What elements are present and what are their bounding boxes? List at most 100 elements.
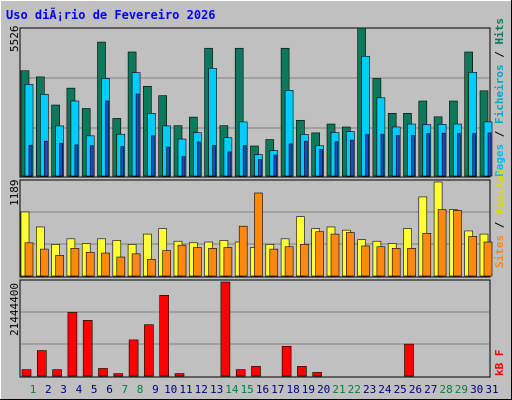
sites-bar	[223, 247, 233, 277]
pages-bar	[411, 135, 415, 177]
kbytes-bar	[312, 372, 323, 377]
day-label: 6	[106, 383, 113, 396]
sites-bar	[193, 247, 202, 277]
pages-bar	[135, 93, 140, 177]
legend-hits: Hits	[493, 18, 506, 45]
day-label: 31	[485, 383, 498, 396]
pages-bar	[319, 149, 324, 177]
sites-bar	[422, 233, 432, 277]
kbytes-bar	[128, 339, 139, 377]
panel-top-ytick: 5526	[8, 26, 21, 53]
kbytes-panel: 21444400 kB F	[8, 279, 506, 378]
sites-bar	[437, 209, 447, 277]
sites-bar	[345, 232, 355, 277]
day-label: 2	[45, 383, 52, 396]
panel-mid-ytick: 1189	[8, 180, 21, 207]
day-label: 8	[137, 383, 144, 396]
day-label: 25	[394, 383, 407, 396]
sites-bar	[254, 192, 263, 277]
pages-bar	[395, 135, 400, 177]
sites-bar	[361, 245, 370, 277]
day-label: 12	[195, 383, 208, 396]
pages-bar	[380, 133, 385, 177]
legend-separator: /	[493, 130, 506, 137]
pages-bar	[258, 159, 262, 177]
pages-bar	[349, 139, 354, 177]
sites-bar	[39, 248, 49, 277]
day-label: 30	[470, 383, 483, 396]
pages-bar	[89, 145, 94, 177]
pages-bar	[288, 143, 293, 177]
sites-bar	[453, 210, 462, 277]
legend-files: Ficheiros	[493, 64, 506, 124]
day-label: 3	[60, 383, 67, 396]
day-label: 26	[409, 383, 422, 396]
day-label: 14	[225, 383, 239, 396]
pages-bar	[273, 154, 278, 177]
day-label: 27	[424, 383, 437, 396]
sites-bar	[55, 255, 64, 277]
sites-bar	[85, 251, 95, 277]
sites-bar	[177, 244, 187, 277]
pages-bar	[120, 146, 125, 177]
kbytes-bar	[52, 369, 62, 377]
sites-bar	[116, 256, 126, 277]
sites-bar	[131, 253, 141, 277]
day-label: 28	[439, 383, 452, 396]
visits-sites-panel: 1189 Sites / Visitas	[8, 169, 506, 278]
pages-bar	[334, 141, 339, 177]
sites-bar	[407, 248, 416, 277]
sites-bar	[330, 233, 340, 277]
panel-top-legend: Pages / Ficheiros / Hits	[493, 18, 506, 177]
pages-bar	[43, 140, 48, 177]
pages-bar	[166, 146, 170, 177]
kbytes-bar	[251, 366, 261, 377]
sites-bar	[284, 246, 294, 277]
pages-bar	[426, 133, 431, 177]
pages-bar	[441, 132, 446, 177]
pages-bar	[28, 144, 33, 177]
day-label: 5	[91, 383, 98, 396]
day-label: 4	[76, 383, 83, 396]
sites-bar	[300, 244, 309, 277]
pages-bar	[472, 133, 477, 177]
legend-separator: /	[493, 51, 506, 58]
day-label: 23	[363, 383, 376, 396]
legend-separator: /	[493, 221, 506, 228]
sites-bar	[147, 259, 156, 277]
kbytes-bar	[82, 320, 93, 377]
pages-bar	[457, 133, 461, 177]
kbytes-bar	[67, 312, 78, 377]
x-axis-day-labels: 1 2 3 4 5 6 7 8 9 10 11 12 13 14 15 16 17 18 19 20 21 22 23 24 2…	[30, 383, 499, 396]
day-label: 21	[332, 383, 345, 396]
day-label: 18	[286, 383, 299, 396]
day-label: 29	[455, 383, 468, 396]
pages-bar	[151, 135, 155, 177]
kbytes-bar	[174, 373, 185, 377]
kbytes-bar	[281, 345, 292, 377]
sites-bar	[376, 246, 386, 277]
kbytes-bar	[159, 295, 169, 377]
kbytes-bar	[144, 324, 154, 377]
kbytes-bar	[235, 369, 246, 377]
day-label: 17	[271, 383, 284, 396]
pages-bar	[227, 151, 232, 177]
kbytes-bar	[220, 281, 231, 377]
sites-bar	[208, 248, 217, 277]
day-label: 22	[348, 383, 361, 396]
pages-bar	[181, 156, 186, 177]
kbytes-bar	[297, 366, 307, 377]
legend-pages: Pages	[493, 144, 506, 177]
chart-title: Uso diÃ¡rio de Fevereiro 2026	[6, 7, 216, 22]
sites-bar	[315, 231, 325, 277]
day-label: 13	[210, 383, 223, 396]
day-label: 24	[378, 383, 392, 396]
day-label: 7	[121, 383, 128, 396]
day-label: 20	[317, 383, 330, 396]
kbytes-bar	[98, 368, 108, 377]
kbytes-bar	[404, 343, 414, 377]
pages-bar	[487, 132, 492, 177]
panel-bot-ytick: 21444400	[8, 283, 21, 336]
pages-bar	[365, 134, 369, 177]
